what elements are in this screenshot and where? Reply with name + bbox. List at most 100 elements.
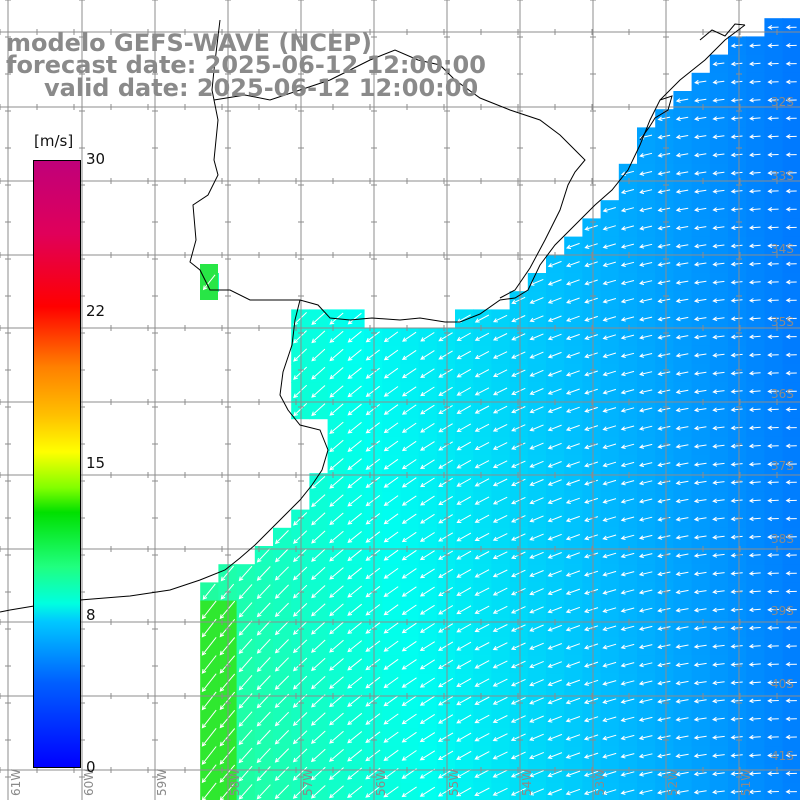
wind-arrow [401, 459, 417, 470]
wind-arrow [311, 694, 326, 708]
wind-arrow [256, 547, 271, 563]
wind-arrow [749, 152, 761, 158]
wind-arrow [456, 732, 472, 742]
wind-arrow [256, 566, 271, 581]
wind-arrow [712, 644, 725, 649]
wind-arrow [675, 334, 689, 340]
wind-arrow [730, 352, 743, 358]
wind-arrow [675, 225, 689, 231]
wind-arrow [694, 225, 707, 231]
wind-arrow [767, 607, 779, 613]
wind-arrow [675, 789, 689, 795]
wind-arrow [638, 589, 653, 595]
wind-arrow [474, 387, 490, 396]
wind-arrow [730, 97, 743, 103]
wind-arrow [420, 422, 435, 433]
wind-arrow [347, 367, 362, 380]
wind-arrow [529, 697, 544, 705]
wind-arrow [620, 625, 635, 631]
wind-arrow [511, 333, 526, 341]
wind-arrow [474, 405, 490, 414]
wind-arrow [238, 565, 253, 582]
wind-arrow [785, 425, 797, 431]
wind-arrow [347, 349, 362, 361]
wind-arrow [675, 698, 689, 704]
wind-arrow [583, 734, 599, 741]
wind-arrow [730, 789, 743, 795]
wind-arrow [748, 352, 761, 358]
wind-arrow [712, 170, 725, 176]
wind-arrow [329, 367, 344, 380]
wind-arrow [675, 717, 689, 722]
wind-arrow [310, 748, 326, 763]
wind-arrow [492, 715, 508, 723]
wind-arrow [565, 443, 580, 450]
wind-arrow [492, 496, 508, 505]
wind-arrow [201, 782, 217, 800]
wind-arrow [510, 715, 526, 723]
wind-arrow [620, 243, 635, 249]
wind-arrow [311, 366, 326, 380]
wind-arrow [712, 79, 725, 85]
wind-arrow [566, 297, 580, 304]
wind-arrow [602, 516, 617, 522]
wind-arrow [311, 476, 326, 489]
colorbar-tick-22: 22 [86, 302, 106, 320]
wind-arrow [438, 423, 453, 433]
wind-arrow [274, 620, 289, 636]
wind-arrow [785, 734, 797, 740]
latitude-label: 39S [771, 604, 794, 618]
wind-arrow [730, 79, 743, 85]
wind-arrow [785, 316, 797, 321]
wind-arrow [712, 316, 725, 322]
wind-arrow [748, 480, 761, 485]
wind-arrow [730, 625, 743, 631]
wind-arrow [693, 626, 707, 631]
wind-arrow [456, 459, 472, 469]
wind-arrow [456, 423, 472, 433]
wind-arrow [785, 297, 797, 303]
wind-arrow [474, 587, 490, 596]
wind-arrow [620, 771, 635, 777]
wind-arrow [620, 498, 635, 504]
wind-arrow [419, 677, 435, 688]
wind-arrow [602, 716, 617, 723]
wind-arrow [767, 352, 779, 358]
wind-arrow [620, 698, 635, 704]
wind-arrow [365, 785, 381, 798]
wind-arrow [547, 406, 562, 413]
wind-arrow [456, 478, 472, 487]
wind-arrow [347, 512, 362, 525]
wind-arrow [492, 387, 508, 396]
wind-arrow [547, 697, 562, 705]
wind-arrow [712, 352, 725, 358]
wind-arrow [292, 639, 308, 654]
wind-arrow [749, 134, 761, 139]
wind-arrow [693, 789, 707, 795]
wind-arrow [767, 170, 779, 176]
wind-arrow [365, 331, 381, 343]
wind-arrow [420, 404, 435, 415]
wind-arrow [675, 298, 689, 304]
wind-arrow [383, 513, 399, 525]
wind-arrow [238, 729, 253, 746]
wind-arrow [749, 79, 761, 85]
wind-arrow [730, 370, 743, 376]
wind-arrow [347, 531, 362, 543]
wind-arrow [675, 243, 689, 249]
coastline [0, 19, 746, 613]
wind-arrow [492, 751, 508, 760]
wind-arrow [657, 298, 671, 304]
wind-arrow [274, 584, 289, 599]
wind-arrow [474, 751, 490, 760]
wind-arrow [584, 297, 598, 304]
wind-arrow [639, 334, 653, 340]
wind-arrow [547, 297, 562, 304]
wind-arrow [565, 752, 581, 759]
wind-arrow [785, 771, 797, 776]
wind-arrow [565, 697, 581, 705]
wind-arrow [712, 189, 725, 194]
wind-arrow [292, 730, 308, 745]
wind-arrow [767, 316, 779, 321]
wind-arrow [767, 625, 779, 631]
